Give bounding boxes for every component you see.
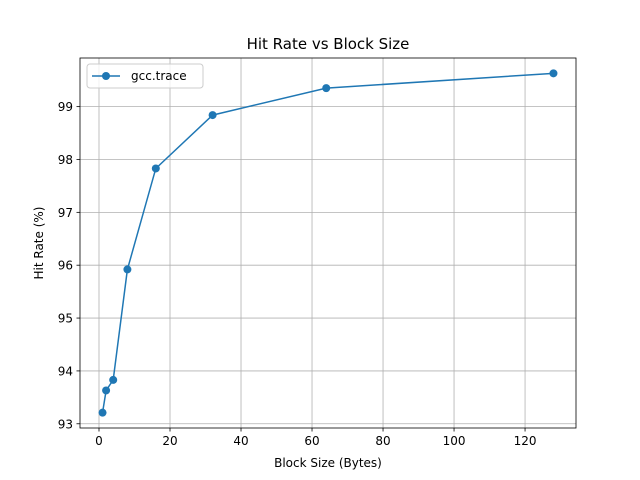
y-tick-label: 95 <box>58 312 73 326</box>
data-point <box>208 111 217 120</box>
data-point <box>109 375 118 384</box>
legend: gcc.trace <box>86 63 204 89</box>
y-axis-label: Hit Rate (%) <box>32 207 46 280</box>
y-tick-label: 97 <box>58 206 73 220</box>
data-point <box>322 84 331 93</box>
x-axis-label: Block Size (Bytes) <box>274 456 382 470</box>
x-axis: 0 20 40 60 80 100 120 <box>95 428 537 448</box>
chart-title: Hit Rate vs Block Size <box>247 35 410 53</box>
y-tick-label: 99 <box>58 100 73 114</box>
data-point <box>102 386 111 395</box>
x-tick-label: 0 <box>95 434 103 448</box>
data-point <box>151 164 160 173</box>
series-layer <box>98 69 558 417</box>
y-tick-label: 94 <box>58 364 73 378</box>
x-tick-label: 40 <box>233 434 248 448</box>
x-tick-label: 120 <box>514 434 537 448</box>
x-tick-label: 80 <box>375 434 390 448</box>
legend-box <box>86 63 204 89</box>
y-tick-label: 93 <box>58 417 73 431</box>
data-point <box>98 408 107 417</box>
grid <box>80 58 576 428</box>
legend-marker <box>102 72 110 80</box>
x-tick-label: 100 <box>443 434 466 448</box>
x-tick-label: 20 <box>162 434 177 448</box>
x-tick-label: 60 <box>304 434 319 448</box>
y-tick-label: 96 <box>58 259 73 273</box>
plot-frame <box>79 57 577 429</box>
legend-label: gcc.trace <box>131 69 187 83</box>
data-point <box>123 265 132 274</box>
y-tick-label: 98 <box>58 153 73 167</box>
y-axis: 93 94 95 96 97 98 99 <box>58 100 80 431</box>
data-point <box>549 69 558 78</box>
